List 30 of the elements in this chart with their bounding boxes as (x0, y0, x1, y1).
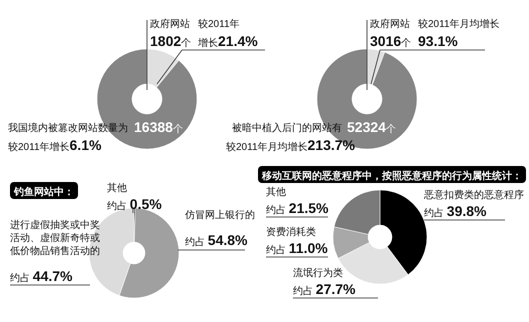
text: 52324个 (347, 119, 396, 135)
text: 我国境内被篡改网站数量为 (8, 122, 128, 134)
data-label: 约占 39.8% (424, 203, 488, 219)
slice-label: 资费消耗类 (266, 226, 316, 238)
text: 较2011年月均增长 (418, 18, 500, 30)
text: 16388个 (134, 119, 183, 135)
text: 增长21.4% (197, 33, 258, 49)
text: 93.1% (418, 33, 458, 49)
slice-label: 其他 (266, 186, 286, 198)
slice-label: 政府网站 (150, 18, 190, 30)
data-label: 约占 0.5% (107, 196, 162, 212)
text: 较2011年 (198, 18, 240, 30)
text: 被暗中植入后门的网站有 (232, 122, 342, 134)
chart-title: 钓鱼网站中： (13, 186, 74, 198)
data-label: 约占 54.8% (185, 232, 248, 248)
slice-label: 流氓行为类 (293, 267, 343, 279)
slice-label: 政府网站 (370, 18, 410, 30)
data-label: 约占 27.7% (293, 281, 356, 297)
slice-label: 进行虚假抽奖或中奖活动、虚假新奇特或低价物品销售活动的 (10, 219, 100, 257)
data-label: 约占 21.5% (266, 200, 330, 216)
data-label: 约占 44.7% (10, 268, 74, 284)
data-label: 3016个 (370, 33, 412, 49)
slice-label: 恶意扣费类的恶意程序 (423, 189, 524, 201)
text: 较2011年增长6.1% (8, 137, 102, 153)
chart-title: 移动互联网的恶意程序中，按照恶意程序的行为属性统计： (261, 170, 522, 182)
slice-label: 仿冒网上银行的 (184, 209, 255, 221)
data-label: 1802个 (150, 33, 192, 49)
text: 较2011年月均增长213.7% (226, 137, 356, 153)
slice-label: 其他 (107, 182, 127, 194)
data-label: 约占 11.0% (266, 240, 328, 256)
